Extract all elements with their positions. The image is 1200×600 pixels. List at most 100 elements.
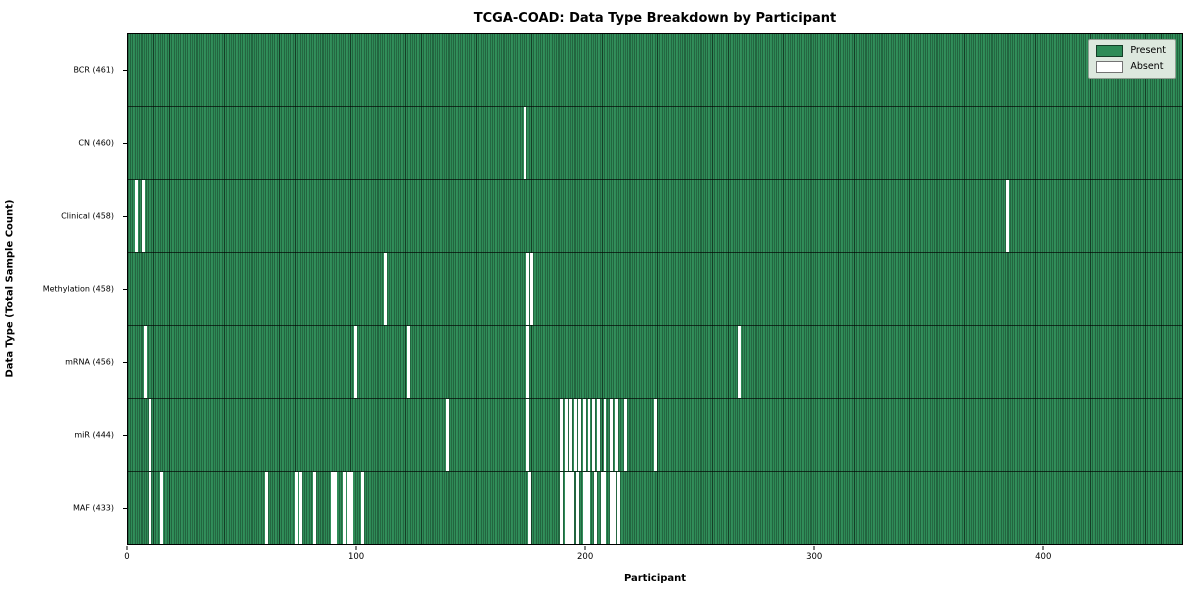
- absent-stripe: [342, 472, 346, 544]
- legend-entry-absent: Absent: [1096, 61, 1166, 73]
- absent-stripe: [134, 180, 138, 252]
- legend: Present Absent: [1088, 39, 1176, 79]
- absent-stripe: [653, 399, 657, 471]
- absent-stripe: [445, 399, 449, 471]
- absent-stripe: [406, 326, 410, 398]
- heatmap-rows: [128, 34, 1182, 544]
- legend-entry-present: Present: [1096, 45, 1166, 57]
- absent-stripe: [624, 399, 627, 471]
- absent-stripe: [333, 472, 337, 544]
- absent-stripe: [578, 399, 582, 471]
- legend-present-label: Present: [1130, 45, 1166, 57]
- absent-stripe: [528, 472, 531, 544]
- absent-stripe: [354, 326, 358, 398]
- chart-title: TCGA-COAD: Data Type Breakdown by Partic…: [473, 11, 837, 26]
- absent-stripe: [594, 472, 598, 544]
- absent-stripe: [566, 472, 570, 544]
- x-axis-ticks: 0 100 200 300 400: [124, 546, 1183, 568]
- absent-stripe: [148, 399, 152, 471]
- absent-stripe: [571, 472, 575, 544]
- x-tick-label: 100: [347, 552, 365, 562]
- x-tick-mark: [126, 546, 128, 550]
- absent-stripe: [530, 253, 534, 325]
- y-tick-mark: [123, 215, 127, 217]
- absent-stripe: [564, 399, 568, 471]
- y-tick-label-Clinical: Clinical (458): [61, 211, 114, 221]
- absent-stripe: [525, 253, 529, 325]
- absent-stripe: [265, 472, 269, 544]
- legend-absent-label: Absent: [1130, 61, 1164, 73]
- y-tick-label-CN: CN (460): [78, 138, 114, 148]
- y-tick-label-miR: miR (444): [74, 430, 114, 440]
- heatmap-row-mRNA: [128, 325, 1182, 398]
- absent-stripe: [592, 399, 595, 471]
- absent-stripe: [569, 472, 573, 544]
- plot-area: Present Absent: [127, 33, 1183, 545]
- absent-stripe: [614, 399, 618, 471]
- y-tick-mark: [123, 362, 127, 364]
- absent-stripe: [573, 399, 577, 471]
- absent-stripe: [612, 472, 616, 544]
- x-tick-label: 200: [577, 552, 594, 562]
- y-tick-mark: [123, 508, 127, 510]
- absent-stripe: [294, 472, 298, 544]
- x-tick-mark: [355, 546, 357, 550]
- absent-stripe: [582, 472, 586, 544]
- x-tick-mark: [1042, 546, 1044, 550]
- absent-stripe: [603, 472, 607, 544]
- absent-stripe: [148, 472, 152, 544]
- absent-stripe: [582, 399, 586, 471]
- absent-swatch-icon: [1096, 61, 1124, 73]
- absent-stripe: [160, 472, 163, 544]
- absent-stripe: [610, 472, 614, 544]
- absent-stripe: [299, 472, 303, 544]
- absent-stripe: [617, 472, 621, 544]
- x-tick-label: 300: [806, 552, 823, 562]
- heatmap-row-MAF: [128, 471, 1182, 544]
- absent-stripe: [525, 326, 529, 398]
- absent-stripe: [560, 399, 563, 471]
- y-tick-mark: [123, 69, 127, 71]
- y-tick-label-mRNA: mRNA (456): [65, 357, 114, 367]
- absent-stripe: [738, 326, 742, 398]
- absent-stripe: [347, 472, 351, 544]
- absent-stripe: [144, 326, 147, 398]
- x-tick-mark: [813, 546, 815, 550]
- absent-stripe: [141, 180, 145, 252]
- absent-stripe: [361, 472, 365, 544]
- y-tick-mark: [123, 435, 127, 437]
- y-tick-label-MAF: MAF (433): [72, 503, 114, 513]
- absent-stripe: [596, 399, 600, 471]
- present-swatch-icon: [1096, 45, 1124, 57]
- heatmap-row-BCR: [128, 34, 1182, 106]
- absent-stripe: [603, 399, 607, 471]
- absent-stripe: [585, 472, 589, 544]
- absent-stripe: [1005, 180, 1009, 252]
- absent-stripe: [560, 472, 563, 544]
- absent-stripe: [331, 472, 335, 544]
- absent-stripe: [610, 399, 614, 471]
- absent-stripe: [569, 399, 573, 471]
- y-tick-mark: [123, 142, 127, 144]
- absent-stripe: [587, 472, 591, 544]
- y-tick-mark: [123, 289, 127, 290]
- absent-stripe: [349, 472, 353, 544]
- y-axis-labels: BCR (461) CN (460) Clinical (458) Methylati…: [0, 33, 122, 545]
- absent-stripe: [587, 399, 591, 471]
- x-tick-label: 400: [1035, 552, 1052, 562]
- absent-stripe: [601, 472, 605, 544]
- heatmap-row-Methylation: [128, 252, 1182, 325]
- x-axis-title: Participant: [623, 573, 687, 584]
- absent-stripe: [525, 399, 529, 471]
- absent-stripe: [384, 253, 387, 325]
- x-tick-label: 0: [124, 552, 130, 562]
- heatmap-row-Clinical: [128, 179, 1182, 252]
- x-tick-mark: [584, 546, 586, 550]
- heatmap-row-CN: [128, 106, 1182, 179]
- y-tick-label-BCR: BCR (461): [73, 65, 114, 75]
- y-tick-label-Methylation: Methylation (458): [42, 284, 114, 294]
- heatmap-row-miR: [128, 398, 1182, 471]
- absent-stripe: [313, 472, 317, 544]
- absent-stripe: [564, 472, 568, 544]
